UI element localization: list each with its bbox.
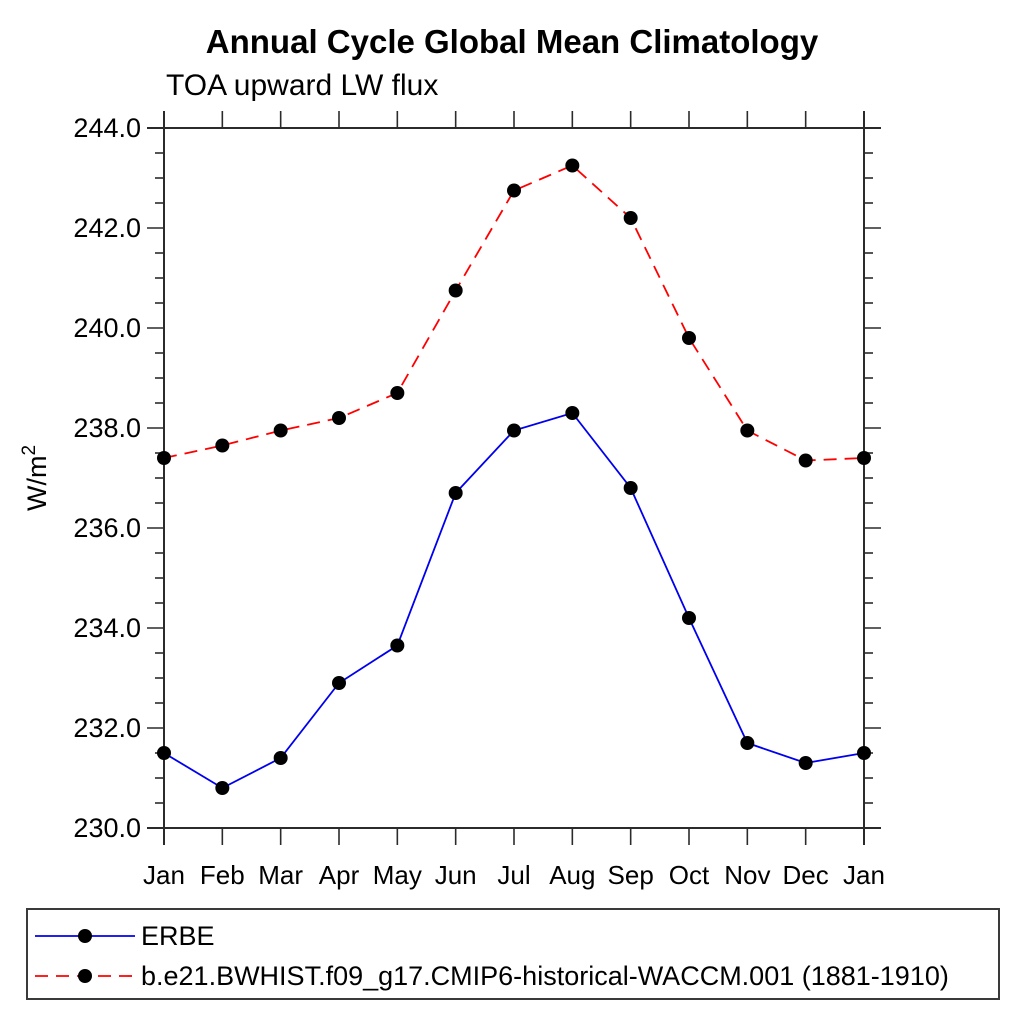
data-point-marker [798,453,813,468]
svg-text:W/m2: W/m2 [19,445,52,511]
x-tick-label: Mar [258,860,303,890]
x-tick-label: Nov [724,860,770,890]
data-point-marker [448,283,463,298]
data-point-marker [390,638,405,653]
y-tick-label: 230.0 [73,813,141,843]
y-axis-ticks [147,127,881,829]
data-point-marker [157,746,171,760]
chart-plot: 230.0 232.0 234.0 236.0 238.0 240.0 242.0 244.0… [19,111,885,890]
x-tick-label: Jan [143,860,185,890]
data-point-marker [857,746,871,760]
series-line [163,164,865,462]
data-point-marker [682,331,696,345]
series-line [163,411,865,790]
data-point-marker [565,406,580,420]
x-tick-label: Aug [549,860,595,890]
data-point-marker [507,423,521,438]
data-point-marker [740,736,755,750]
data-point-marker [623,211,638,225]
x-tick-label: Feb [200,860,245,890]
series-model-waccm [157,158,871,468]
x-axis-ticks [163,111,865,845]
legend-item-erbe: ERBE [32,916,998,956]
x-tick-label: May [373,860,422,890]
data-point-marker [273,751,288,765]
legend-marker-icon [78,969,92,983]
y-axis-label: W/m2 [19,445,52,511]
x-tick-label: Apr [319,860,360,890]
legend-label-model: b.e21.BWHIST.f09_g17.CMIP6-historical-WA… [141,960,949,991]
data-point-marker [798,756,813,770]
data-point-marker [215,781,230,795]
x-tick-label: Dec [783,860,829,890]
x-tick-label: Jan [843,860,885,890]
x-tick-label: Jun [435,860,477,890]
x-tick-label: Jul [497,860,530,890]
y-tick-label: 244.0 [73,113,141,143]
plot-frame [147,111,881,845]
legend-label-erbe: ERBE [141,920,215,951]
x-tick-label: Oct [669,860,710,890]
data-point-marker [448,486,463,500]
data-point-marker [507,183,521,198]
chart-subtitle: TOA upward LW flux [166,69,439,102]
x-axis-tick-labels: Jan Feb Mar Apr May Jun Jul Aug Sep Oct Nov Dec Jan [143,860,885,890]
series-erbe [157,406,871,795]
data-point-marker [682,611,696,625]
data-point-marker [157,451,171,465]
legend-item-model: b.e21.BWHIST.f09_g17.CMIP6-historical-WA… [32,956,998,996]
legend-line-sample-model [35,969,135,983]
data-point-marker [332,676,346,690]
legend-marker-icon [78,929,92,943]
y-axis-tick-labels: 230.0 232.0 234.0 236.0 238.0 240.0 242.0 244.0 [73,113,141,843]
data-point-marker [215,438,230,453]
data-point-marker [740,423,755,438]
y-tick-label: 232.0 [73,713,141,743]
legend-line-sample-erbe [35,929,135,943]
y-tick-label: 236.0 [73,513,141,543]
data-point-marker [332,411,346,425]
data-point-marker [857,451,871,465]
chart-title: Annual Cycle Global Mean Climatology [205,23,819,60]
x-tick-label: Sep [608,860,654,890]
legend: ERBE b.e21.BWHIST.f09_g17.CMIP6-historic… [26,908,1000,1000]
y-tick-label: 240.0 [73,313,141,343]
data-point-marker [565,158,580,173]
data-point-marker [390,386,405,400]
y-tick-label: 238.0 [73,413,141,443]
data-point-marker [273,423,288,438]
data-point-marker [623,481,638,495]
y-tick-label: 234.0 [73,613,141,643]
y-tick-label: 242.0 [73,213,141,243]
